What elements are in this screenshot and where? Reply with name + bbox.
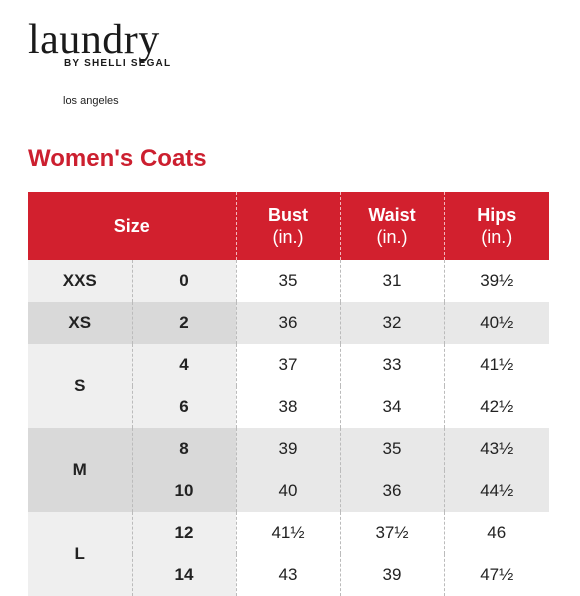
- waist-value: 31: [339, 260, 444, 302]
- table-row: S 4 37 33 41½: [28, 344, 549, 428]
- size-number: 6: [131, 386, 236, 428]
- table-row: 10 40 36 44½: [28, 470, 549, 512]
- bust-value: 41½: [235, 512, 340, 554]
- bust-value: 38: [235, 386, 340, 428]
- waist-value: 37½: [339, 512, 444, 554]
- size-chart: Size Bust (in.) Waist (in.) Hips (in.) XXS …: [28, 192, 549, 596]
- size-label: M: [28, 428, 132, 512]
- hips-value: 44½: [443, 470, 549, 512]
- size-number: 10: [131, 470, 236, 512]
- waist-value: 32: [339, 302, 444, 344]
- bust-value: 36: [235, 302, 340, 344]
- header-waist: Waist (in.): [339, 192, 444, 260]
- waist-value: 34: [339, 386, 444, 428]
- bust-value: 35: [235, 260, 340, 302]
- size-table: Size Bust (in.) Waist (in.) Hips (in.) XXS …: [28, 192, 549, 596]
- size-label: XXS: [28, 260, 132, 302]
- hips-value: 46: [443, 512, 549, 554]
- size-number: 14: [131, 554, 236, 596]
- size-number: 12: [131, 512, 236, 554]
- brand-city: los angeles: [63, 95, 119, 107]
- hips-value: 47½: [443, 554, 549, 596]
- header-size: Size: [28, 192, 236, 260]
- page-title: Women's Coats: [28, 145, 207, 172]
- table-row: XS 2 36 32 40½: [28, 302, 549, 344]
- waist-value: 36: [339, 470, 444, 512]
- brand-logo: laundry BY SHELLI SEGAL: [28, 18, 171, 69]
- header-bust: Bust (in.): [235, 192, 340, 260]
- hips-value: 41½: [443, 344, 549, 386]
- hips-value: 43½: [443, 428, 549, 470]
- table-row: L 12 41½ 37½ 46: [28, 512, 549, 596]
- size-number: 2: [131, 302, 236, 344]
- waist-value: 33: [339, 344, 444, 386]
- size-number: 8: [131, 428, 236, 470]
- waist-value: 39: [339, 554, 444, 596]
- hips-value: 40½: [443, 302, 549, 344]
- table-row: XXS 0 35 31 39½: [28, 260, 549, 302]
- size-label: S: [28, 344, 132, 428]
- table-row: M 8 39 35 43½: [28, 428, 549, 512]
- size-number: 0: [131, 260, 236, 302]
- logo-wordmark: laundry: [28, 17, 160, 63]
- bust-value: 43: [235, 554, 340, 596]
- size-label: L: [28, 512, 132, 596]
- bust-value: 37: [235, 344, 340, 386]
- hips-value: 39½: [443, 260, 549, 302]
- size-number: 4: [131, 344, 236, 386]
- table-row: 6 38 34 42½: [28, 386, 549, 428]
- header-hips: Hips (in.): [443, 192, 549, 260]
- bust-value: 39: [235, 428, 340, 470]
- table-header-row: Size Bust (in.) Waist (in.) Hips (in.): [28, 192, 549, 260]
- size-label: XS: [28, 302, 132, 344]
- logo-tagline: BY SHELLI SEGAL: [64, 58, 172, 69]
- waist-value: 35: [339, 428, 444, 470]
- hips-value: 42½: [443, 386, 549, 428]
- bust-value: 40: [235, 470, 340, 512]
